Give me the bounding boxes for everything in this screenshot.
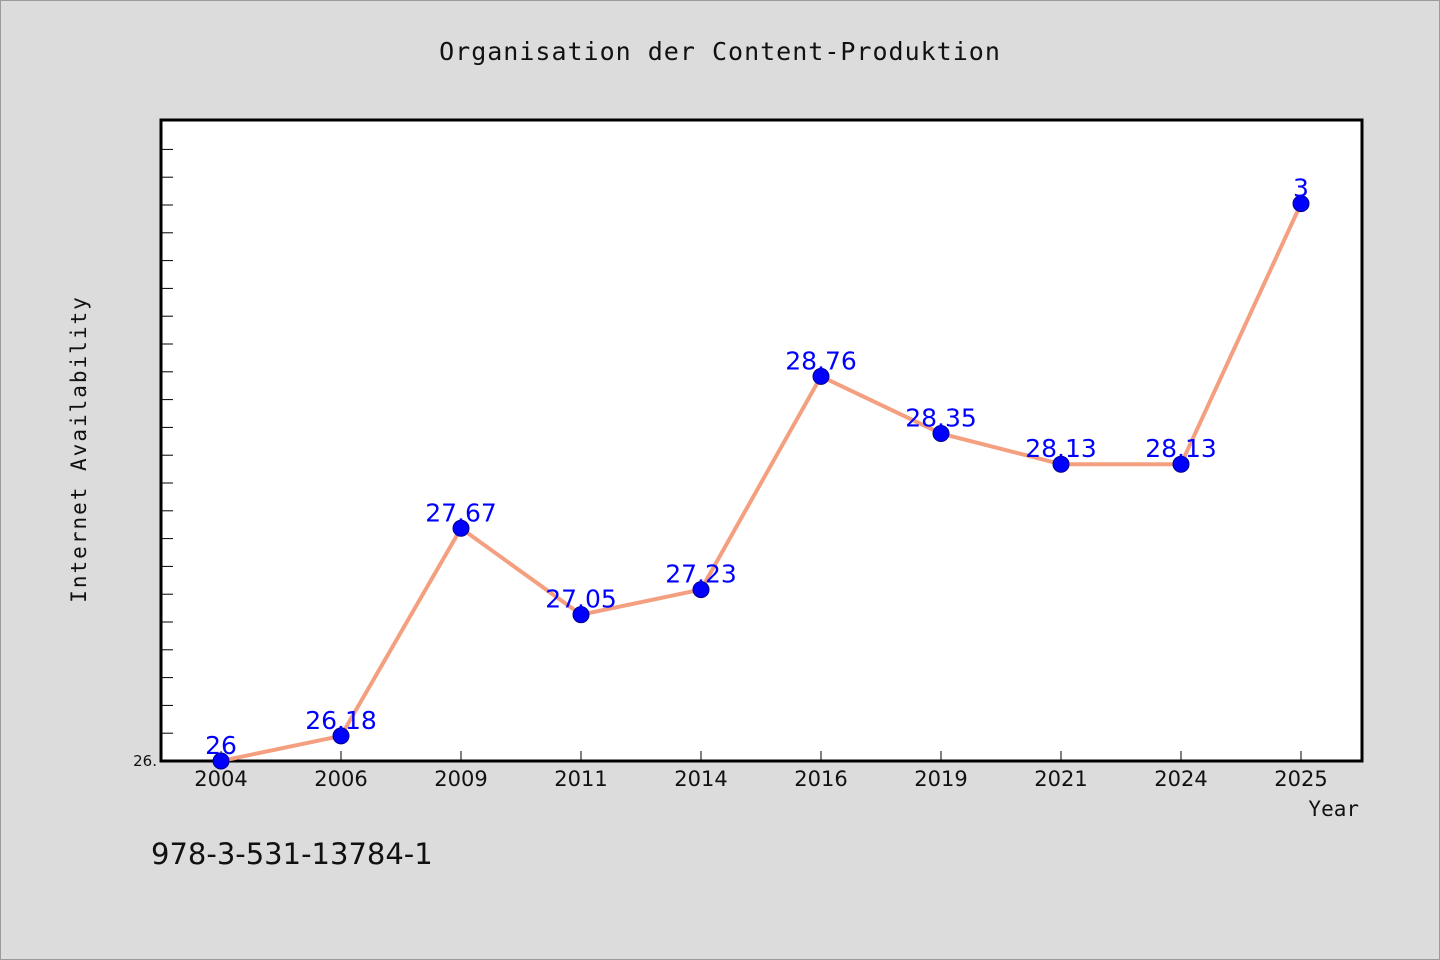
data-point bbox=[692, 581, 710, 599]
data-label: 28.76 bbox=[785, 346, 857, 375]
data-point bbox=[1292, 195, 1310, 213]
x-tick-label: 2019 bbox=[914, 767, 967, 791]
x-tick-label: 2021 bbox=[1034, 767, 1087, 791]
data-point bbox=[452, 519, 470, 537]
x-tick-label: 2004 bbox=[194, 767, 247, 791]
data-label: 27.67 bbox=[425, 498, 497, 527]
x-tick-label: 2024 bbox=[1154, 767, 1207, 791]
data-label: 26.18 bbox=[305, 706, 377, 735]
chart-title: Organisation der Content-Produktion bbox=[439, 37, 1001, 66]
data-point bbox=[572, 606, 590, 624]
x-tick-label: 2011 bbox=[554, 767, 607, 791]
data-point bbox=[212, 752, 230, 770]
x-tick-label: 2025 bbox=[1274, 767, 1327, 791]
plot-area bbox=[159, 118, 1364, 763]
isbn-footnote: 978-3-531-13784-1 bbox=[151, 837, 433, 871]
x-tick-label: 2009 bbox=[434, 767, 487, 791]
x-axis-label: Year bbox=[1308, 797, 1359, 821]
x-tick-label: 2014 bbox=[674, 767, 727, 791]
data-label: 28.13 bbox=[1145, 434, 1217, 463]
data-label: 3 bbox=[1293, 174, 1309, 203]
data-label: 28.13 bbox=[1025, 434, 1097, 463]
data-point bbox=[932, 425, 950, 443]
data-label: 27.23 bbox=[665, 560, 737, 589]
series-line bbox=[220, 202, 1303, 763]
data-label: 26 bbox=[205, 731, 237, 760]
data-point bbox=[1052, 455, 1070, 473]
x-tick-label: 2016 bbox=[794, 767, 847, 791]
x-tick-label: 2006 bbox=[314, 767, 367, 791]
y-tick-label: 26. bbox=[133, 752, 157, 770]
data-point bbox=[1172, 455, 1190, 473]
data-point bbox=[812, 367, 830, 385]
data-point bbox=[332, 727, 350, 745]
data-label: 27.05 bbox=[545, 585, 617, 614]
data-label: 28.35 bbox=[905, 404, 977, 433]
